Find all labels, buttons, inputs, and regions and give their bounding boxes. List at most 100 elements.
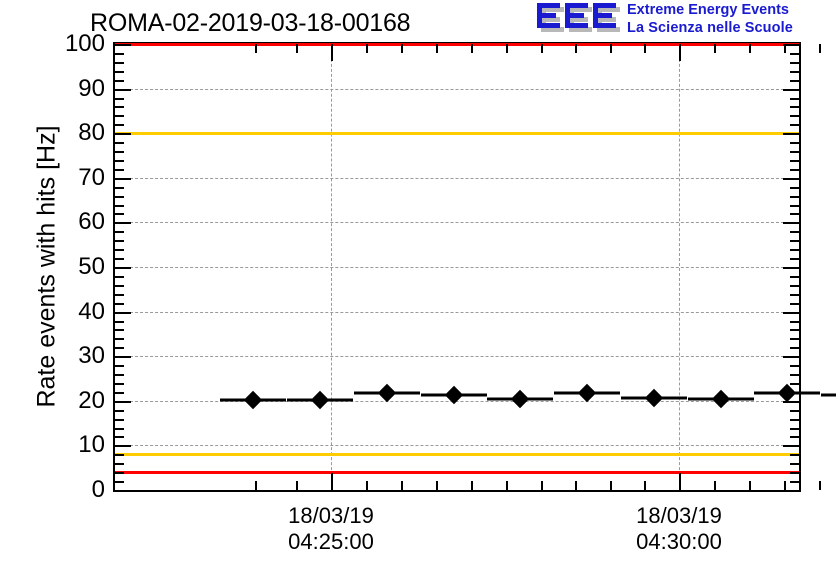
plot-frame	[113, 42, 836, 492]
y-axis-tick-minor	[115, 213, 124, 216]
data-point-marker	[444, 386, 464, 405]
grid-line-horizontal	[115, 88, 799, 90]
y-axis-tick-minor-right	[790, 481, 799, 484]
y-axis-tick-minor	[115, 320, 124, 323]
y-axis-tick-minor-right	[790, 418, 799, 421]
y-axis-tick-major-right	[783, 356, 799, 359]
y-axis-tick-major	[115, 356, 131, 359]
threshold-line-upper-red	[115, 42, 799, 46]
y-axis-tick-minor	[115, 142, 124, 145]
x-axis-tick-minor	[471, 481, 473, 490]
y-axis-tick-minor-right	[790, 293, 799, 296]
y-axis-tick-minor-right	[790, 365, 799, 368]
x-axis-tick-minor	[575, 481, 577, 490]
x-axis-tick-label-line2: 04:25:00	[288, 529, 374, 554]
data-point-marker	[711, 390, 731, 409]
y-axis-tick-major	[115, 88, 131, 91]
y-axis-tick-minor	[115, 418, 124, 421]
y-axis-tick-minor-right	[790, 338, 799, 341]
y-axis-tick-minor	[115, 391, 124, 394]
x-axis-tick-minor-top	[401, 44, 403, 53]
data-point-marker	[777, 384, 797, 403]
y-axis-tick-major-right	[783, 311, 799, 314]
y-axis-tick-minor-right	[790, 124, 799, 127]
data-point-errorbar	[821, 393, 836, 397]
y-axis-tick-major-right	[783, 133, 799, 136]
data-point-marker	[644, 388, 664, 408]
y-axis-tick-minor	[115, 115, 124, 118]
y-axis-tick-minor	[115, 231, 124, 234]
eee-logo: Extreme Energy Events La Scienza nelle S…	[537, 2, 832, 40]
y-axis-tick-major	[115, 177, 131, 180]
x-axis-tick-minor	[714, 481, 716, 490]
x-axis-tick-minor	[506, 481, 508, 490]
y-axis-tick-major-right	[783, 400, 799, 403]
y-axis-tick-minor	[115, 329, 124, 332]
eee-logo-line1: Extreme Energy Events	[627, 2, 789, 18]
y-axis-tick-minor-right	[790, 258, 799, 261]
y-axis-tick-label: 0	[91, 476, 105, 503]
y-axis-tick-major-right	[783, 177, 799, 180]
y-axis-tick-minor	[115, 436, 124, 439]
y-axis-tick-label: 30	[78, 342, 105, 370]
x-axis-tick-minor-top	[296, 44, 298, 53]
x-axis-tick-minor-top	[784, 44, 786, 53]
eee-logo-icon	[537, 3, 620, 32]
y-axis-tick-major	[115, 222, 131, 225]
y-axis-tick-label: 100	[64, 30, 105, 57]
y-axis-tick-minor-right	[790, 454, 799, 457]
x-axis-tick-minor-top	[541, 44, 543, 53]
y-axis-tick-minor-right	[790, 186, 799, 189]
y-axis-tick-minor-right	[790, 249, 799, 252]
y-axis-tick-minor-right	[790, 115, 799, 118]
y-axis-tick-major	[115, 133, 131, 136]
y-axis-tick-label: 50	[78, 253, 105, 280]
y-axis-tick-minor	[115, 284, 124, 287]
y-axis-tick-minor	[115, 97, 124, 100]
y-axis-tick-minor-right	[790, 213, 799, 216]
x-axis-tick-minor	[610, 481, 612, 490]
y-axis-tick-minor-right	[790, 159, 799, 162]
y-axis-tick-minor	[115, 186, 124, 189]
y-axis-tick-minor-right	[790, 151, 799, 154]
y-axis-tick-label: 20	[78, 386, 105, 414]
y-axis-tick-minor-right	[790, 142, 799, 145]
x-axis-tick-minor	[255, 481, 257, 490]
x-axis-tick-minor	[749, 481, 751, 490]
x-axis-tick-minor-top	[471, 44, 473, 53]
y-axis-tick-minor	[115, 409, 124, 412]
x-axis-tick-minor	[644, 481, 646, 490]
y-axis-tick-major	[115, 400, 131, 403]
threshold-line-lower-yellow	[115, 452, 799, 456]
y-axis-tick-minor	[115, 159, 124, 162]
y-axis-tick-minor	[115, 195, 124, 198]
y-axis-tick-major-right	[783, 267, 799, 269]
grid-line-horizontal	[115, 311, 799, 313]
y-axis-tick-label: 80	[78, 119, 105, 147]
x-axis-tick-minor-top	[436, 44, 438, 53]
y-axis-tick-minor	[115, 463, 124, 466]
x-axis-tick-minor-top	[714, 44, 716, 53]
x-axis-tick-minor	[401, 481, 403, 490]
x-axis-tick-minor-top	[575, 44, 577, 53]
y-axis-tick-label: 60	[78, 208, 105, 236]
y-axis-tick-major-right	[783, 88, 799, 91]
y-axis-tick-minor	[115, 347, 124, 350]
x-axis-tick-label-line1: 18/03/19	[288, 503, 374, 528]
grid-line-horizontal	[115, 356, 799, 358]
y-axis-tick-minor	[115, 52, 124, 55]
data-point-marker	[577, 384, 597, 403]
y-axis-tick-major	[115, 490, 131, 492]
y-axis-tick-minor	[115, 249, 124, 252]
grid-line-horizontal	[115, 445, 799, 447]
eee-logo-line2: La Scienza nelle Scuole	[627, 19, 793, 36]
y-axis-tick-minor	[115, 382, 124, 385]
grid-line-horizontal	[115, 177, 799, 179]
y-axis-tick-minor-right	[790, 240, 799, 243]
y-axis-tick-major-right	[783, 44, 799, 46]
y-axis-tick-minor-right	[790, 320, 799, 323]
y-axis-tick-minor-right	[790, 382, 799, 385]
y-axis-tick-minor	[115, 365, 124, 368]
y-axis-tick-minor	[115, 427, 124, 430]
y-axis-tick-minor	[115, 481, 124, 484]
